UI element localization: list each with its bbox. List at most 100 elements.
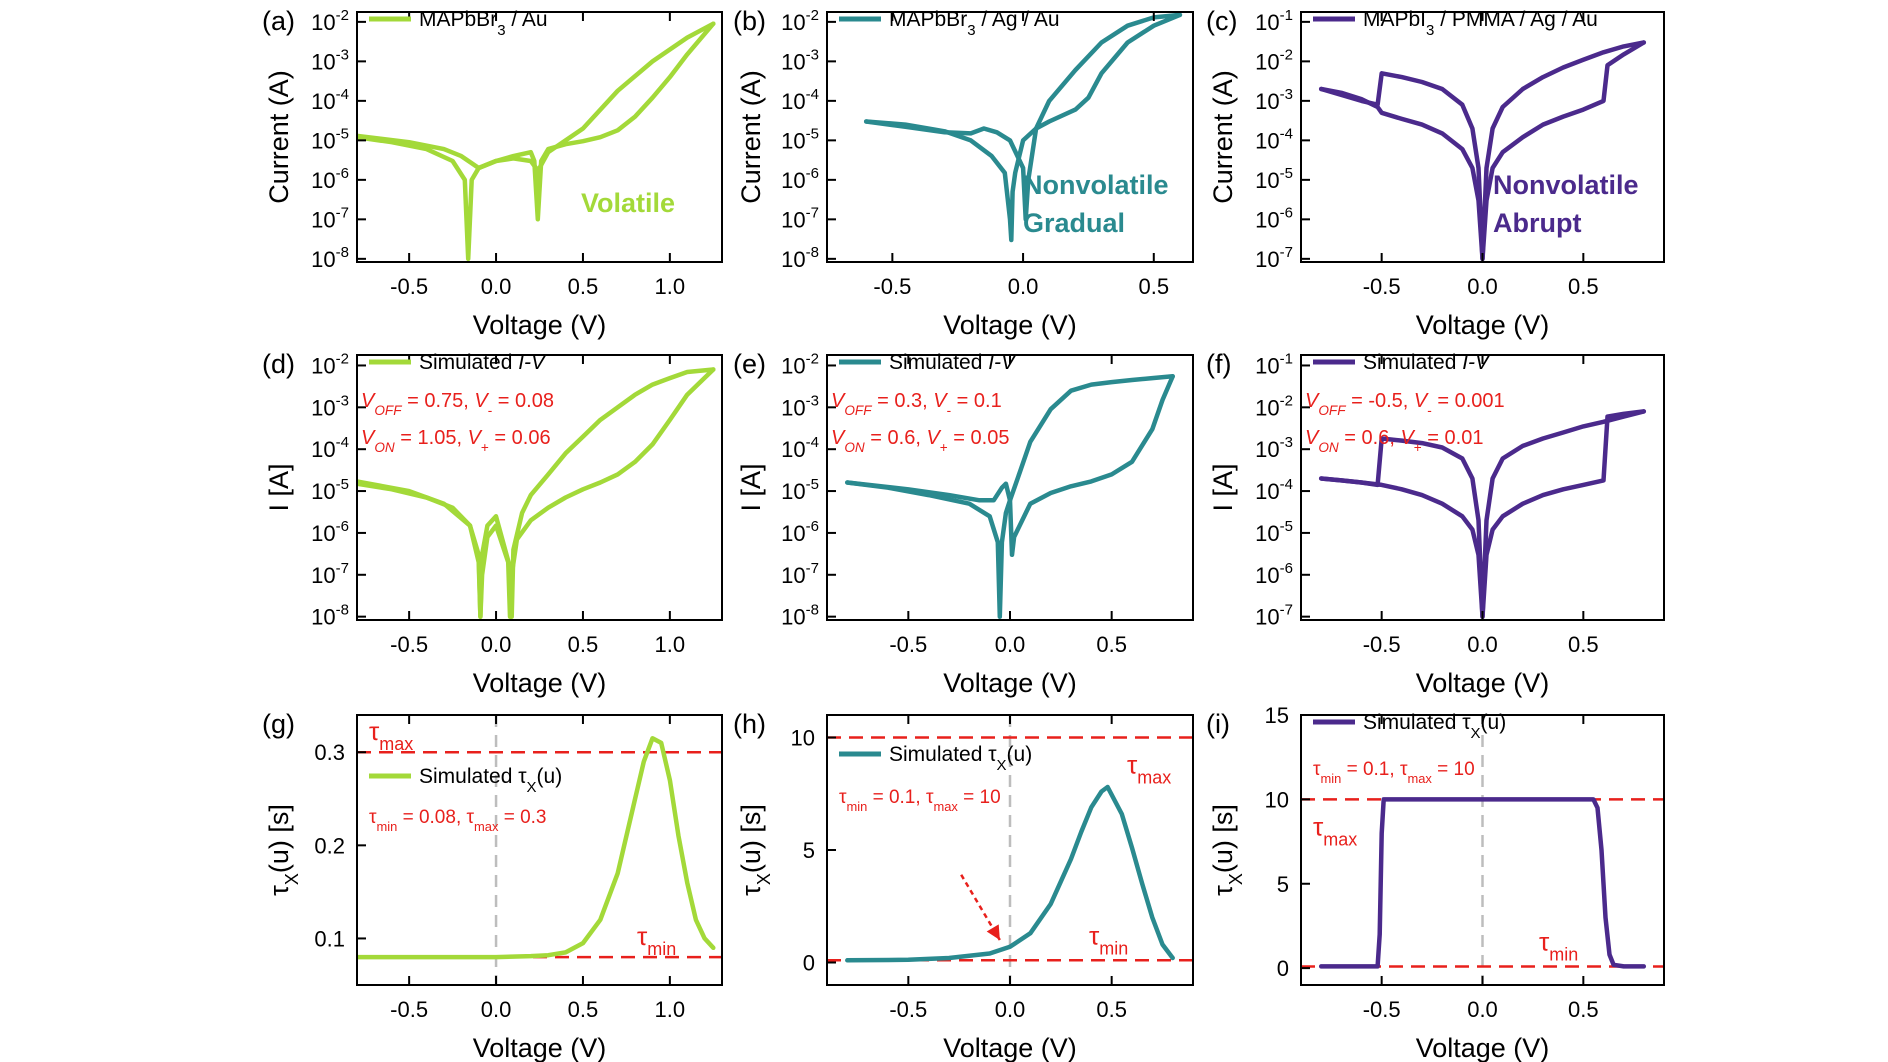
x-tick-label: 0.0 [1008, 274, 1039, 299]
param-line-1: τmin = 0.08, τmax = 0.3 [369, 807, 547, 834]
tau-min-label: τmin [1539, 926, 1578, 964]
panel-d: -0.5 0.0 0.5 1.0 Voltage (V) 10-8 10-7 10-6 10-5… [262, 349, 723, 698]
x-tick-label: -0.5 [889, 997, 927, 1022]
x-tick-label: 0.0 [1467, 274, 1498, 299]
x-axis-label: Voltage (V) [1416, 1033, 1550, 1062]
x-tick-label: -0.5 [1363, 632, 1401, 657]
x-tick-label: -0.5 [1363, 274, 1401, 299]
y-tick-label: 10-4 [781, 434, 819, 462]
series-line-2 [357, 367, 716, 619]
panel-letter: (e) [733, 349, 766, 379]
x-tick-label: 0.5 [1568, 274, 1599, 299]
y-axis-label: τX(u) [s] [736, 804, 774, 896]
annotation-2: Gradual [1023, 208, 1125, 238]
tau-min-label: τmin [1089, 920, 1128, 958]
y-tick-label: 10-8 [311, 244, 349, 272]
y-axis-label: I [A] [736, 463, 766, 511]
x-tick-label: 0.0 [995, 997, 1026, 1022]
legend-label: Simulated τX(u) [889, 743, 1032, 774]
panel-letter: (b) [733, 6, 766, 36]
x-tick-label: 0.0 [1467, 632, 1498, 657]
tau-max-label: τmax [369, 716, 413, 754]
y-axis-label: Current (A) [1208, 70, 1238, 204]
y-tick-label: 10-4 [781, 86, 819, 114]
panel-c: -0.5 0.0 0.5 Voltage (V) 10-7 10-6 10-5 10-4 10-… [1206, 6, 1665, 340]
x-tick-label: 1.0 [655, 274, 686, 299]
y-tick-label: 10-7 [1255, 602, 1293, 630]
y-tick-label: 0.1 [314, 926, 345, 951]
x-tick-label: -0.5 [390, 632, 428, 657]
y-tick-label: 10 [1265, 787, 1289, 812]
y-tick-label: 10-6 [781, 518, 819, 546]
x-tick-label: 0.0 [1467, 997, 1498, 1022]
param-line-1: VOFF = 0.3, V- = 0.1 [831, 390, 1002, 418]
param-line-1: τmin = 0.1, τmax = 10 [839, 787, 1001, 814]
param-line-2: VON = 0.6, V+ = 0.01 [1305, 427, 1483, 455]
y-tick-label: 10-1 [1255, 350, 1293, 378]
y-axis-label: Current (A) [736, 70, 766, 204]
legend-label: Simulated I-V [889, 351, 1017, 374]
x-axis-label: Voltage (V) [943, 668, 1077, 698]
y-tick-label: 10-3 [311, 392, 349, 420]
plot-frame [826, 11, 1194, 263]
y-axis-label: I [A] [264, 463, 294, 511]
y-axis-label: I [A] [1208, 463, 1238, 511]
y-tick-label: 10 [791, 726, 815, 751]
y-tick-label: 10-5 [781, 476, 819, 504]
panel-letter: (a) [262, 6, 295, 36]
tau-max-label: τmax [1127, 750, 1171, 788]
x-tick-label: 0.0 [481, 997, 512, 1022]
y-tick-label: 10-3 [311, 46, 349, 74]
y-tick-label: 10-5 [311, 125, 349, 153]
plot-frame [356, 11, 723, 263]
panel-h: -0.5 0.0 0.5 Voltage (V) 0 5 10 τX(u) [s] (h) Sim… [733, 709, 1194, 1062]
panel-f: -0.5 0.0 0.5 Voltage (V) 10-7 10-6 10-5 10-4 10-… [1206, 349, 1665, 698]
y-tick-label: 10-5 [781, 125, 819, 153]
y-tick-label: 10-5 [1255, 165, 1293, 193]
x-tick-label: -0.5 [1363, 997, 1401, 1022]
panel-letter: (i) [1206, 709, 1230, 739]
y-tick-label: 10-3 [781, 46, 819, 74]
y-tick-label: 10-4 [1255, 476, 1293, 504]
series-line-2 [1318, 409, 1647, 619]
x-axis-label: Voltage (V) [473, 668, 607, 698]
y-tick-label: 10-2 [1255, 392, 1293, 420]
y-tick-label: 10-6 [1255, 204, 1293, 232]
y-tick-label: 15 [1265, 703, 1289, 728]
series-line-1 [845, 784, 1175, 963]
x-tick-label: 0.0 [995, 632, 1026, 657]
y-tick-label: 10-8 [781, 602, 819, 630]
y-tick-label: 10-5 [311, 476, 349, 504]
y-tick-label: 10-4 [1255, 125, 1293, 153]
y-tick-label: 5 [1277, 872, 1289, 897]
panel-letter: (h) [733, 709, 766, 739]
param-line-1: τmin = 0.1, τmax = 10 [1313, 759, 1475, 786]
y-tick-label: 10-7 [1255, 244, 1293, 272]
x-tick-label: 0.0 [481, 632, 512, 657]
x-tick-label: 1.0 [655, 997, 686, 1022]
panel-e: -0.5 0.0 0.5 Voltage (V) 10-8 10-7 10-6 10-5 10-… [733, 349, 1194, 698]
y-tick-label: 5 [803, 838, 815, 863]
x-tick-label: 0.5 [1568, 997, 1599, 1022]
arrow-head [986, 924, 1000, 940]
panel-letter: (c) [1206, 6, 1237, 36]
annotation-1: Nonvolatile [1493, 170, 1639, 200]
legend-label: Simulated I-V [1363, 351, 1491, 374]
y-tick-label: 10-3 [1255, 434, 1293, 462]
series-line-1 [357, 736, 716, 960]
x-tick-label: -0.5 [873, 274, 911, 299]
param-line-1: VOFF = 0.75, V- = 0.08 [361, 390, 554, 418]
y-tick-label: 10-6 [1255, 560, 1293, 588]
x-tick-label: 0.5 [568, 274, 599, 299]
panel-i: -0.5 0.0 0.5 Voltage (V) 0 5 10 15 τX(u) [s] (i) S… [1206, 703, 1665, 1062]
x-tick-label: -0.5 [390, 274, 428, 299]
y-tick-label: 10-2 [311, 350, 349, 378]
x-axis-label: Voltage (V) [1416, 668, 1550, 698]
legend-label: Simulated τX(u) [419, 765, 562, 796]
x-tick-label: 0.5 [1138, 274, 1169, 299]
plot-frame [356, 714, 723, 986]
series-line-2 [845, 374, 1175, 558]
y-tick-label: 0.3 [314, 740, 345, 765]
y-tick-label: 10-4 [311, 86, 349, 114]
